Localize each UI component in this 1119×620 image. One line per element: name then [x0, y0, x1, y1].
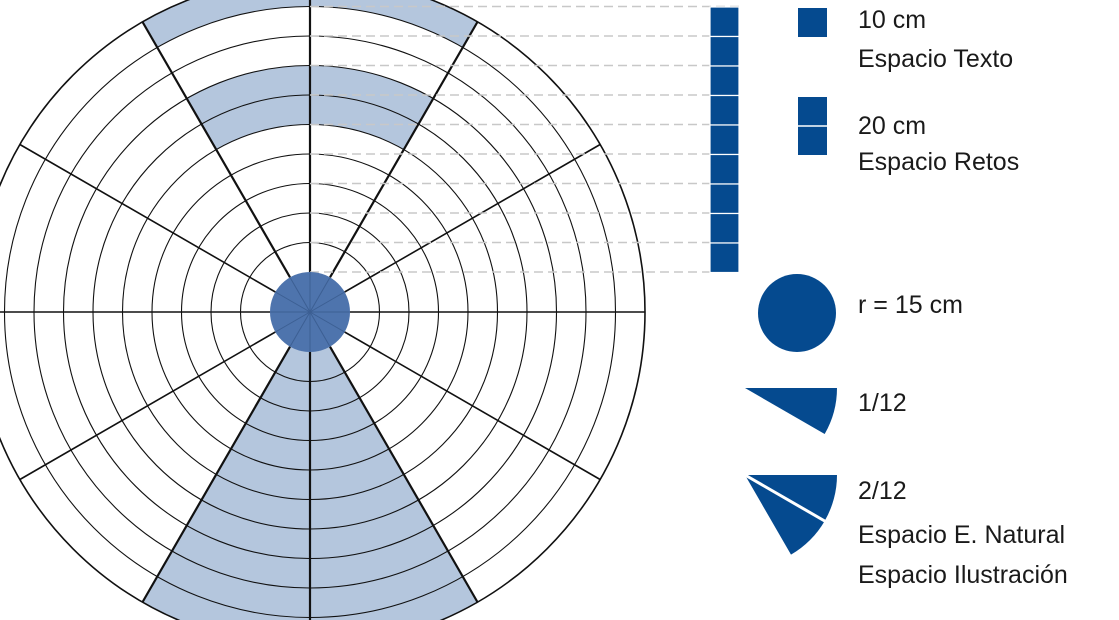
spoke	[344, 143, 601, 293]
legend-square-label: Espacio Texto	[858, 45, 1014, 73]
spoke	[19, 143, 276, 293]
guide-dashes	[310, 5, 740, 273]
scale-cell	[709, 94, 740, 126]
legend-one-sector-label: 1/12	[858, 389, 907, 417]
legend-circle-swatch	[758, 274, 836, 352]
scale-cell	[709, 153, 740, 185]
spokes	[0, 0, 645, 620]
legend-double-square-bottom	[798, 126, 827, 155]
spoke	[329, 346, 479, 603]
scale-cell	[709, 35, 740, 67]
scale-cell	[709, 6, 740, 38]
top-outer-band	[142, 0, 478, 48]
spoke	[344, 331, 601, 481]
legend-double-square-label: Espacio Retos	[858, 148, 1020, 176]
legend-square-swatch	[798, 8, 827, 37]
spoke	[329, 21, 479, 278]
hub-spoke	[309, 277, 331, 313]
hub-spoke	[275, 291, 311, 313]
hub-spoke	[309, 291, 345, 313]
legend-two-sector-swatch	[745, 475, 837, 555]
spoke	[141, 21, 291, 278]
spoke	[19, 331, 276, 481]
scale-cell	[709, 183, 740, 215]
legend-circle-label: r = 15 cm	[858, 291, 963, 319]
scale-cell	[709, 212, 740, 244]
hub-spoke	[289, 311, 311, 347]
legend-square-size: 10 cm	[858, 6, 927, 34]
spoke	[141, 346, 291, 603]
hub-spokes	[270, 272, 350, 352]
hub-spoke	[309, 311, 331, 347]
legend-shapes	[744, 8, 837, 555]
hub-spoke	[289, 277, 311, 313]
legend-two-sector-divider	[744, 473, 828, 524]
legend-two-sector-label: 2/12	[858, 477, 907, 505]
legend-one-sector-swatch	[745, 388, 837, 434]
legend-natural-label: Espacio E. Natural	[858, 521, 1066, 549]
legend-illustration-label: Espacio Ilustración	[858, 561, 1068, 589]
scale-cell	[709, 242, 740, 274]
scale-cell	[709, 124, 740, 156]
scale-cell	[709, 65, 740, 97]
scale-bar	[709, 6, 740, 274]
hub-spoke	[309, 311, 345, 333]
legend-double-square-top	[798, 97, 827, 126]
hub-spoke	[275, 311, 311, 333]
legend-double-square-size: 20 cm	[858, 112, 927, 140]
